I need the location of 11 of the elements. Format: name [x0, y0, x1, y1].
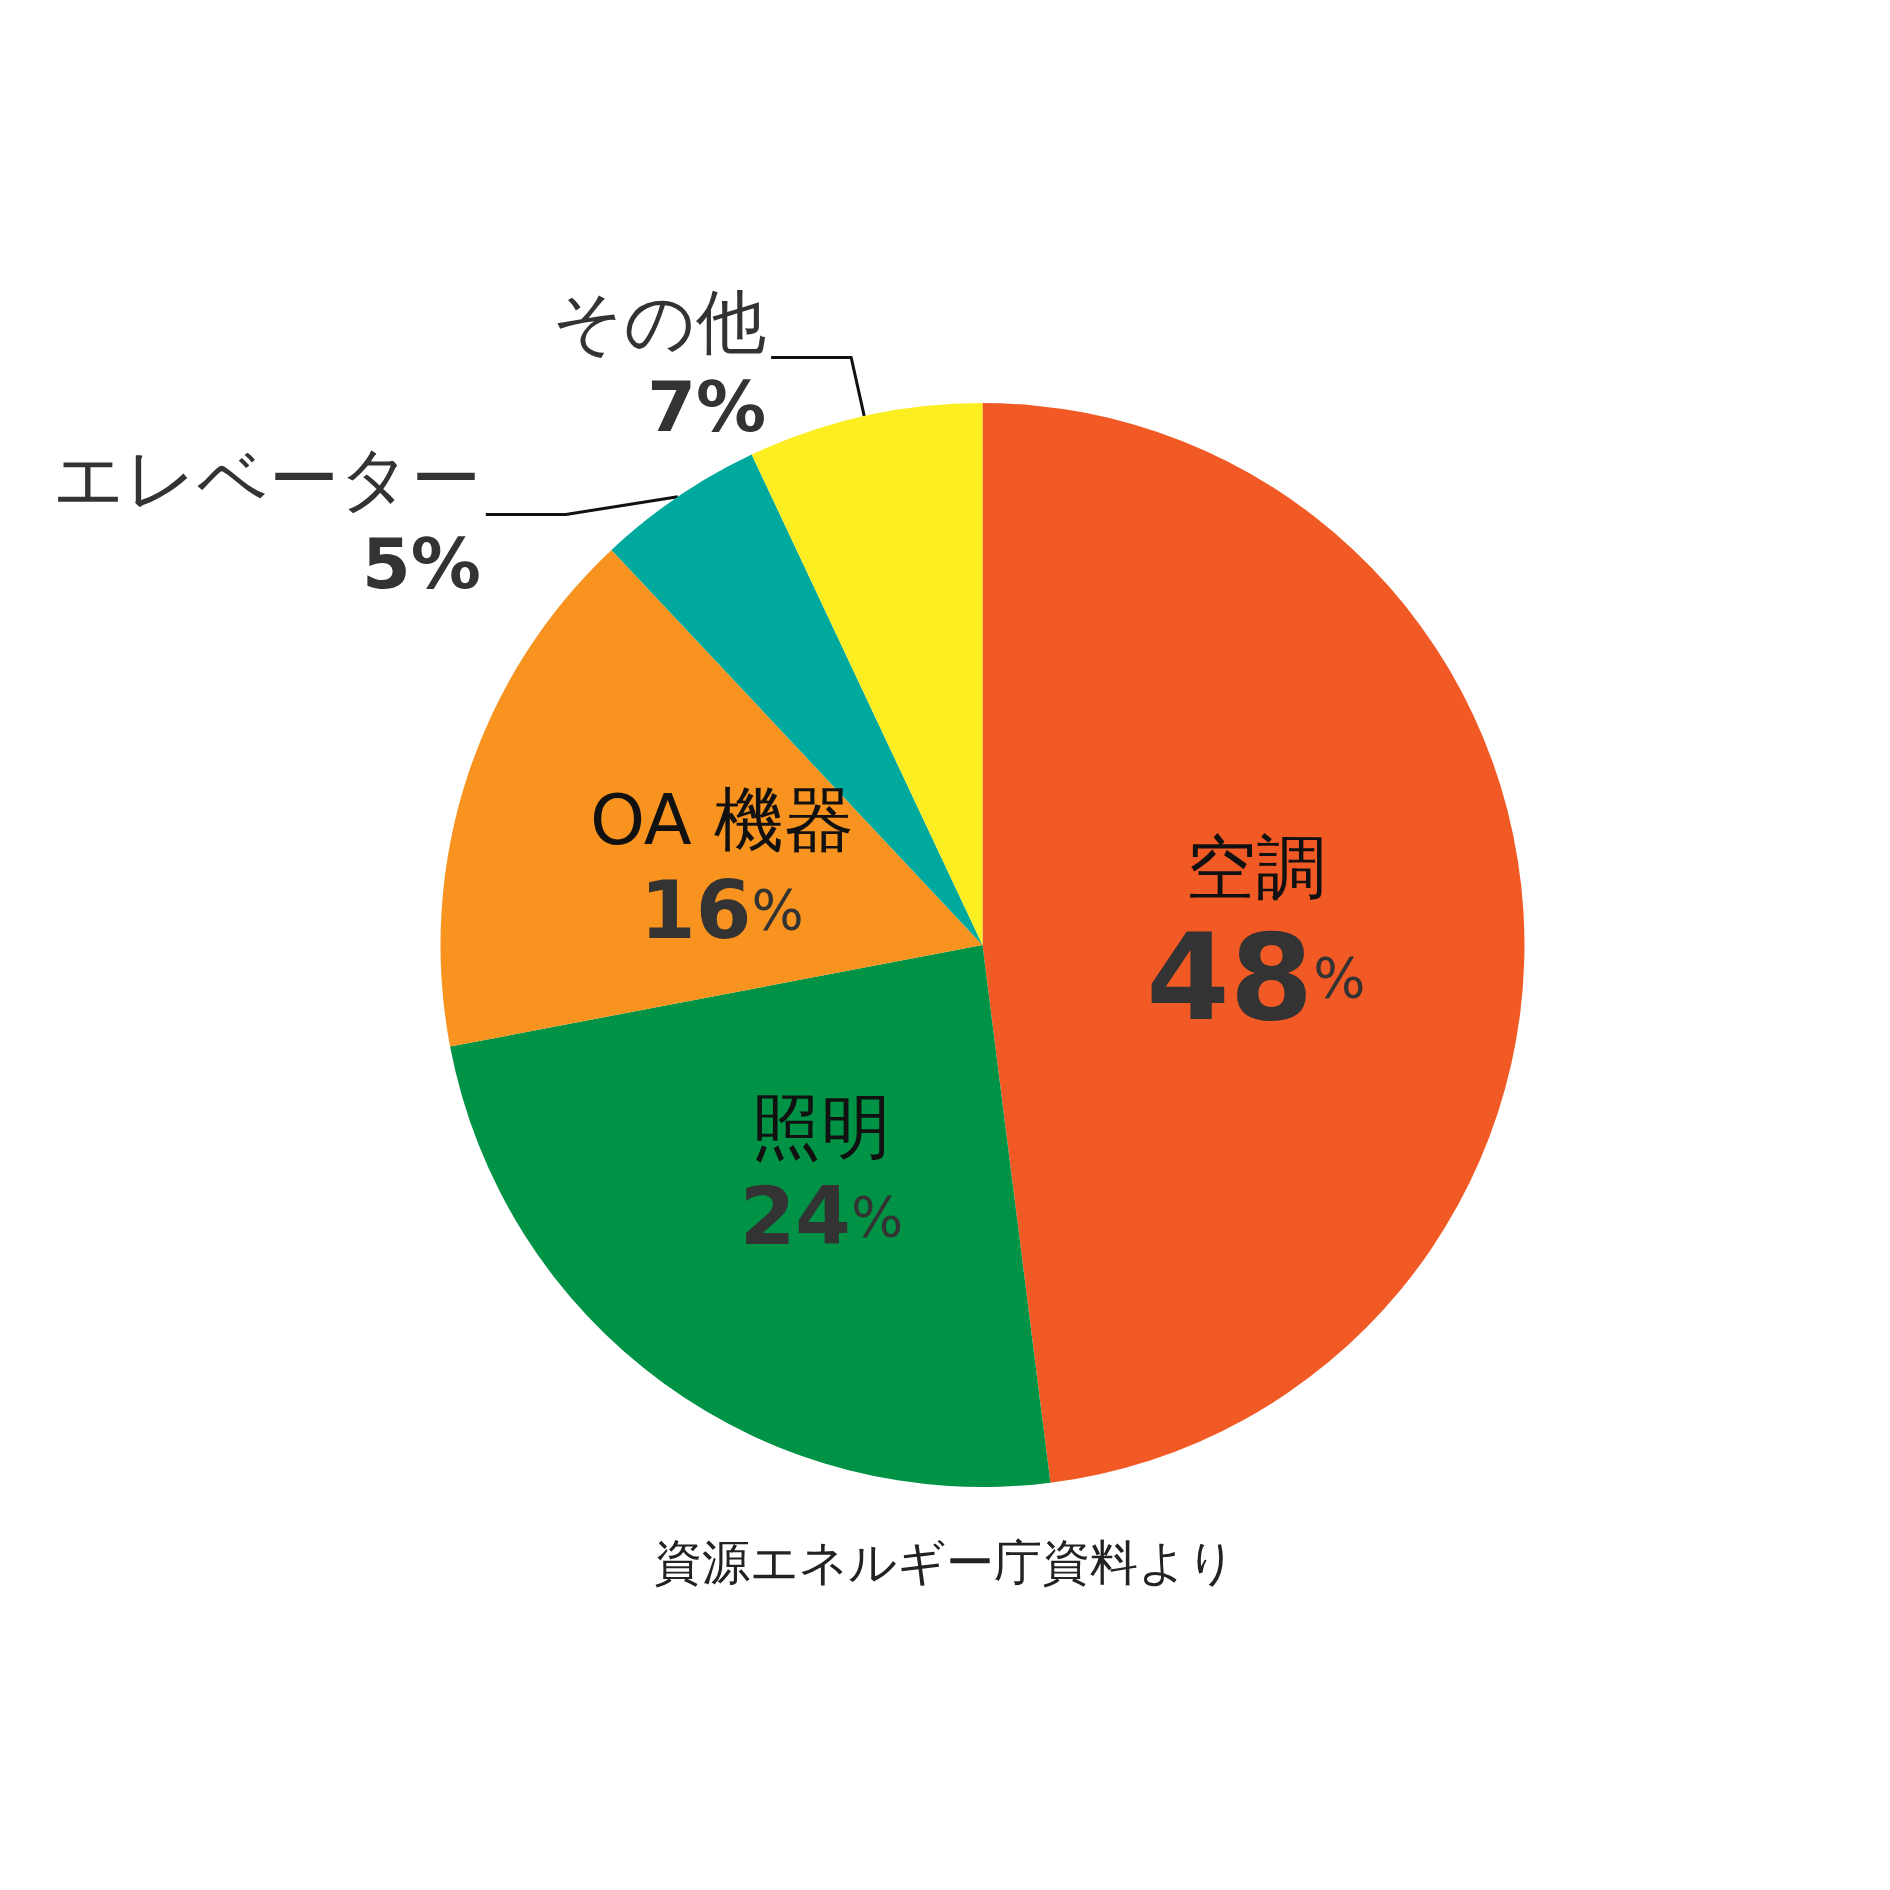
data-label: 24% — [739, 1170, 904, 1264]
text: 資源エネルギー庁資料より — [654, 1534, 1236, 1590]
slice-label: その他 — [552, 281, 767, 364]
slice-label: OA 機器 — [589, 779, 854, 862]
data-label: 5% — [361, 523, 481, 606]
data-label: 16% — [640, 863, 804, 957]
slice-label: 照明 — [751, 1085, 892, 1168]
slice-label: エレベーター — [52, 438, 481, 521]
slice-label: 空調 — [1185, 826, 1326, 909]
data-label: 7% — [647, 366, 767, 449]
data-label: 48% — [1146, 908, 1366, 1048]
